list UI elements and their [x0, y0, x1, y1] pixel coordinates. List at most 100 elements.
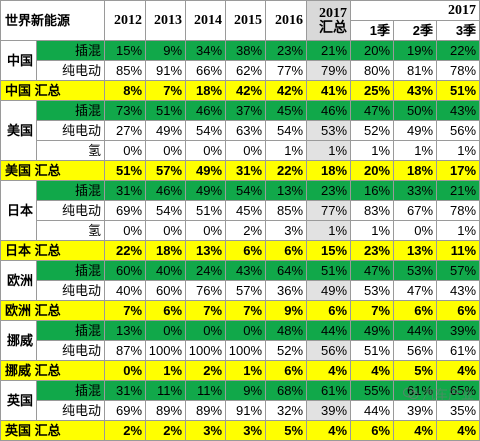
- share-cell: 100%: [225, 340, 267, 361]
- share-cell: 54%: [185, 120, 227, 141]
- share-cell: 24%: [185, 260, 227, 281]
- year-header: 2015: [225, 0, 267, 41]
- share-cell: 1%: [306, 140, 352, 161]
- total-label: 日本 汇总: [0, 240, 106, 261]
- share-cell: 39%: [306, 400, 352, 421]
- share-cell: 51%: [145, 100, 187, 121]
- total-share-cell: 41%: [306, 80, 352, 101]
- share-cell: 11%: [185, 380, 227, 401]
- watermark: 汽车产业: [402, 384, 474, 403]
- share-cell: 91%: [145, 60, 187, 81]
- share-cell: 52%: [350, 120, 395, 141]
- share-cell: 32%: [265, 400, 308, 421]
- share-cell: 63%: [225, 120, 267, 141]
- total-share-cell: 6%: [306, 300, 352, 321]
- total-share-cell: 11%: [436, 240, 480, 261]
- share-cell: 9%: [225, 380, 267, 401]
- total-region-name: 英国: [5, 423, 32, 438]
- table-row: 氢 0% 0% 0% 0% 1% 1% 1% 1% 1%: [1, 140, 480, 161]
- share-cell: 1%: [436, 140, 480, 161]
- share-cell: 54%: [145, 200, 187, 221]
- total-region-name: 欧洲: [5, 303, 32, 318]
- share-cell: 51%: [306, 260, 352, 281]
- total-suffix: 汇总: [34, 83, 61, 98]
- share-cell: 35%: [436, 400, 480, 421]
- share-cell: 53%: [393, 260, 438, 281]
- total-suffix: 汇总: [34, 303, 61, 318]
- share-cell: 1%: [350, 220, 395, 241]
- total-suffix: 汇总: [34, 363, 61, 378]
- total-share-cell: 0%: [104, 360, 147, 381]
- share-cell: 57%: [225, 280, 267, 301]
- total-share-cell: 6%: [225, 240, 267, 261]
- region-name: 欧洲: [0, 260, 37, 301]
- share-cell: 1%: [436, 220, 480, 241]
- total-share-cell: 5%: [265, 420, 308, 441]
- total-share-cell: 51%: [104, 160, 147, 181]
- powertrain-type: 纯电动: [35, 200, 106, 221]
- share-cell: 46%: [185, 100, 227, 121]
- total-share-cell: 7%: [350, 300, 395, 321]
- total-share-cell: 6%: [265, 240, 308, 261]
- total-share-cell: 7%: [104, 300, 147, 321]
- total-share-cell: 42%: [265, 80, 308, 101]
- quarter-header: 2季: [393, 20, 438, 41]
- total-share-cell: 7%: [185, 300, 227, 321]
- powertrain-type: 纯电动: [35, 120, 106, 141]
- share-cell: 78%: [436, 200, 480, 221]
- share-cell: 39%: [436, 320, 480, 341]
- share-cell: 54%: [225, 180, 267, 201]
- region-name: 美国: [0, 100, 37, 161]
- share-cell: 52%: [265, 340, 308, 361]
- share-cell: 47%: [350, 260, 395, 281]
- powertrain-type: 插混: [35, 260, 106, 281]
- share-cell: 81%: [393, 60, 438, 81]
- share-cell: 0%: [145, 220, 187, 241]
- share-cell: 51%: [350, 340, 395, 361]
- total-share-cell: 6%: [265, 360, 308, 381]
- share-cell: 38%: [225, 40, 267, 61]
- table-row: 中国 插混 15% 9% 34% 38% 23% 21% 20% 19% 22%: [0, 40, 480, 81]
- watermark-text: 汽车产业: [421, 387, 474, 402]
- share-cell: 19%: [393, 40, 438, 61]
- total-share-cell: 7%: [145, 80, 187, 101]
- table-row: 美国 插混 73% 51% 46% 37% 45% 46% 47% 50% 43%: [0, 100, 480, 161]
- total-share-cell: 18%: [306, 160, 352, 181]
- total-share-cell: 51%: [436, 80, 480, 101]
- total-row: 美国 汇总 51% 57% 49% 31% 22% 18% 20% 18% 17%: [0, 160, 480, 181]
- share-cell: 48%: [265, 320, 308, 341]
- share-cell: 31%: [104, 180, 147, 201]
- total-share-cell: 57%: [145, 160, 187, 181]
- table-row: 日本 插混 31% 46% 49% 54% 13% 23% 16% 33% 21%: [0, 180, 480, 241]
- total-share-cell: 4%: [436, 360, 480, 381]
- table-row: 挪威 插混 13% 0% 0% 0% 48% 44% 49% 44% 39%: [0, 320, 480, 361]
- total-share-cell: 18%: [393, 160, 438, 181]
- share-cell: 76%: [185, 280, 227, 301]
- share-cell: 50%: [393, 100, 438, 121]
- share-cell: 56%: [436, 120, 480, 141]
- powertrain-type: 纯电动: [35, 60, 106, 81]
- share-cell: 49%: [306, 280, 352, 301]
- total-region-name: 挪威: [5, 363, 32, 378]
- share-cell: 49%: [185, 180, 227, 201]
- share-cell: 62%: [225, 60, 267, 81]
- share-cell: 0%: [104, 220, 147, 241]
- total-share-cell: 23%: [350, 240, 395, 261]
- total-label: 英国 汇总: [0, 420, 106, 441]
- share-cell: 0%: [185, 140, 227, 161]
- share-cell: 2%: [225, 220, 267, 241]
- year-header: 2016: [265, 0, 308, 41]
- total-share-cell: 6%: [145, 300, 187, 321]
- total-share-cell: 6%: [350, 420, 395, 441]
- total-suffix: 汇总: [34, 423, 61, 438]
- share-cell: 73%: [104, 100, 147, 121]
- share-cell: 44%: [393, 320, 438, 341]
- table-row: 氢 0% 0% 0% 2% 3% 1% 1% 0% 1%: [1, 220, 480, 241]
- share-cell: 36%: [265, 280, 308, 301]
- table-row: 纯电动 69% 89% 89% 91% 32% 39% 44% 39% 35%: [1, 400, 480, 421]
- total-row: 挪威 汇总 0% 1% 2% 1% 6% 4% 4% 5% 4%: [0, 360, 480, 381]
- share-cell: 85%: [265, 200, 308, 221]
- share-cell: 31%: [104, 380, 147, 401]
- share-cell: 77%: [265, 60, 308, 81]
